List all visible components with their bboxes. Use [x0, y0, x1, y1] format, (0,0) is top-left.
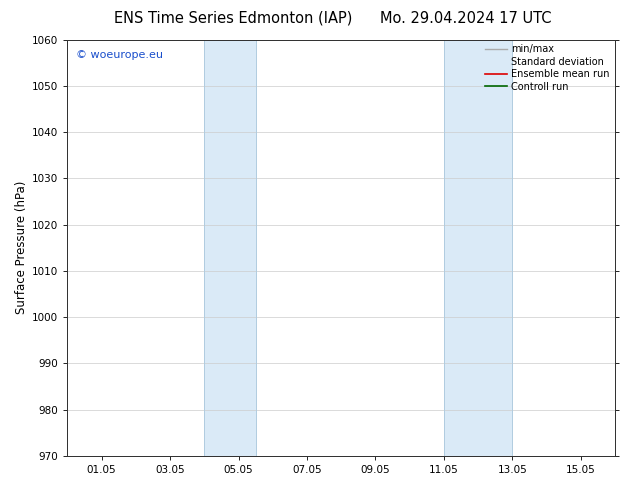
- Y-axis label: Surface Pressure (hPa): Surface Pressure (hPa): [15, 181, 28, 315]
- Bar: [204, 40, 256, 456]
- Text: ENS Time Series Edmonton (IAP): ENS Time Series Edmonton (IAP): [114, 11, 353, 26]
- Text: © woeurope.eu: © woeurope.eu: [75, 50, 163, 60]
- Legend: min/max, Standard deviation, Ensemble mean run, Controll run: min/max, Standard deviation, Ensemble me…: [483, 43, 612, 94]
- Bar: [444, 40, 512, 456]
- Text: Mo. 29.04.2024 17 UTC: Mo. 29.04.2024 17 UTC: [380, 11, 552, 26]
